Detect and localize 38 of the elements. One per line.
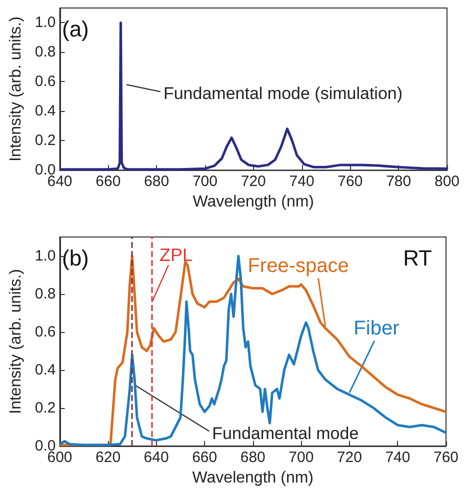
- y-axis-title: Intensity (arb. units.): [8, 269, 24, 414]
- x-tick-label: 620: [96, 449, 121, 466]
- x-axis-title: Wavelength (nm): [192, 469, 314, 486]
- ref-line-label: ZPL: [159, 245, 192, 265]
- x-tick-label: 640: [144, 449, 169, 466]
- x-tick-label: 800: [434, 173, 460, 190]
- annotation: Fundamental mode: [212, 424, 359, 443]
- y-tick-label: 0.4: [34, 102, 56, 120]
- x-tick-label: 760: [338, 173, 363, 190]
- x-tick-label: 700: [192, 173, 218, 190]
- annotation: Fundamental mode (simulation): [163, 84, 403, 104]
- x-tick-label: 720: [240, 173, 266, 190]
- annotation: (a): [62, 16, 89, 42]
- y-tick-label: 0.6: [34, 73, 56, 90]
- y-tick-label: 0.6: [34, 324, 56, 340]
- x-tick-label: 740: [289, 173, 314, 190]
- y-tick-label: 1.0: [34, 14, 56, 32]
- x-tick-label: 680: [240, 449, 266, 466]
- annotation: (b): [62, 246, 89, 270]
- y-axis-title: Intensity (arb. units.): [8, 16, 24, 162]
- x-tick-label: 680: [144, 173, 170, 190]
- x-tick-label: 760: [433, 449, 459, 466]
- x-axis-title: Wavelength (nm): [192, 194, 314, 210]
- y-tick-label: 0.8: [34, 44, 56, 61]
- x-tick-label: 660: [192, 449, 218, 466]
- x-tick-label: 720: [336, 449, 362, 466]
- annotation: RT: [403, 246, 432, 270]
- y-tick-label: 0.2: [34, 132, 56, 150]
- x-tick-label: 740: [385, 449, 410, 466]
- x-tick-label: 700: [288, 449, 314, 466]
- y-tick-label: 0.8: [34, 286, 56, 302]
- series-label: Free-space: [248, 255, 349, 278]
- y-tick-label: 0.2: [34, 400, 56, 416]
- x-tick-label: 660: [96, 173, 121, 190]
- x-tick-label: 780: [386, 173, 412, 190]
- y-tick-label: 1.0: [34, 248, 56, 264]
- y-tick-label: 0.4: [34, 362, 56, 378]
- text: Fiber: [354, 318, 400, 340]
